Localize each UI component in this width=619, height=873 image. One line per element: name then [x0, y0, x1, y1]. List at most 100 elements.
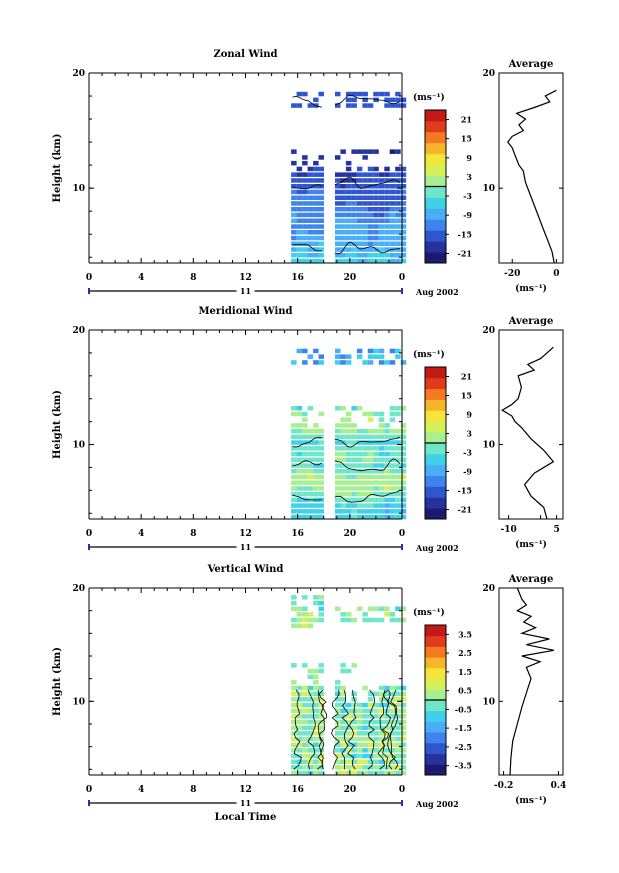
heatmap-cell — [362, 759, 368, 764]
heatmap-cell — [340, 612, 346, 617]
heatmap-cell — [340, 457, 346, 462]
contour-line — [390, 689, 399, 770]
heatmap-cell — [356, 457, 363, 462]
profile-line — [509, 587, 555, 776]
heatmap-cell — [302, 742, 308, 747]
heatmap-cell — [373, 230, 379, 235]
heatmap-cell — [373, 742, 379, 747]
colorbar-tick-label: 9 — [466, 153, 472, 163]
heatmap-cell — [367, 258, 374, 264]
heatmap-cell — [384, 451, 390, 457]
heatmap-cell — [378, 440, 385, 445]
heatmap-cell — [400, 434, 407, 440]
heatmap-cell — [296, 241, 303, 246]
heatmap-cell — [345, 207, 352, 212]
heatmap-cell — [313, 207, 319, 212]
heatmap-cell — [373, 97, 379, 103]
heatmap-cell — [400, 166, 407, 172]
heatmap-cell — [302, 708, 308, 713]
heatmap-cell — [378, 360, 385, 365]
heatmap-cell — [378, 253, 385, 258]
heatmap-cell — [335, 770, 341, 776]
heatmap-cell — [384, 714, 390, 719]
heatmap-cell — [362, 235, 368, 241]
y-tick-label: 20 — [72, 69, 85, 79]
heatmap-cell — [351, 759, 357, 764]
heatmap-cell — [351, 714, 357, 719]
heatmap-cell — [302, 348, 308, 354]
heatmap-cell — [384, 691, 390, 696]
profile-unit: (ms⁻¹) — [515, 283, 547, 294]
heatmap-cell — [362, 258, 368, 264]
heatmap-cell — [345, 514, 352, 520]
heatmap-cell — [291, 725, 297, 730]
heatmap-cell — [313, 469, 319, 474]
heatmap-cell — [373, 725, 379, 730]
heatmap-cell — [395, 440, 401, 445]
colorbar-tick-label: -3 — [463, 448, 472, 458]
heatmap-cell — [356, 708, 363, 713]
heatmap-cell — [395, 258, 401, 264]
heatmap-cell — [291, 719, 297, 725]
heatmap-cell — [362, 360, 368, 365]
heatmap-cell — [367, 348, 374, 354]
x-tick-label: 12 — [239, 785, 252, 795]
heatmap-cell — [400, 474, 407, 480]
heatmap-cell — [351, 514, 357, 520]
colorbar-tick-label: -1.5 — [455, 723, 472, 733]
heatmap-cell — [351, 184, 357, 189]
heatmap-cell — [307, 719, 314, 725]
heatmap-cell — [296, 463, 303, 468]
heatmap-cell — [395, 474, 401, 480]
heatmap-cell — [356, 178, 363, 183]
heatmap-cell — [302, 434, 308, 440]
heatmap-cell — [373, 480, 379, 485]
heatmap-cell — [389, 503, 396, 508]
colorbar-segment — [425, 625, 446, 637]
heatmap-cell — [389, 406, 396, 411]
heatmap-cell — [367, 446, 374, 451]
profile-y-tick-label: 20 — [482, 584, 495, 594]
heatmap-cell — [345, 753, 352, 759]
panel-zonal: Zonal Wind 20 10 Height (km) 0 4 8 12 16 20 0 11 Aug… — [52, 49, 564, 297]
heatmap-cell — [313, 230, 319, 235]
heatmap-cell — [384, 440, 390, 445]
x-tick-label: 4 — [138, 785, 144, 795]
heatmap-cell — [307, 201, 314, 206]
heatmap-cell — [302, 509, 308, 514]
heatmap-cell — [378, 770, 385, 776]
heatmap-cell — [400, 759, 407, 764]
heatmap-cell — [378, 708, 385, 713]
heatmap-cell — [296, 697, 303, 702]
heatmap-cell — [296, 411, 303, 417]
heatmap-cell — [313, 600, 319, 606]
heatmap-cell — [378, 428, 385, 434]
heatmap-cell — [318, 354, 324, 359]
heatmap-cell — [302, 770, 308, 776]
heatmap-cell — [313, 172, 319, 177]
profile-unit: (ms⁻¹) — [515, 795, 547, 806]
colorbar-segment — [425, 175, 446, 187]
heatmap-cell — [395, 207, 401, 212]
colorbar-segment — [425, 508, 446, 520]
heatmap-cell — [356, 469, 363, 474]
heatmap-cell — [291, 440, 297, 445]
heatmap-cell — [307, 708, 314, 713]
heatmap-cell — [395, 514, 401, 520]
heatmap-cell — [389, 708, 396, 713]
heatmap-cell — [313, 212, 319, 218]
heatmap-cell — [291, 480, 297, 485]
heatmap-cell — [291, 514, 297, 520]
heatmap-cell — [318, 595, 324, 600]
colorbar-segment — [425, 657, 446, 669]
heatmap-cell — [291, 360, 297, 365]
heatmap-cell — [345, 736, 352, 742]
heatmap-cell — [389, 486, 396, 491]
heatmap-cell — [351, 503, 357, 508]
heatmap-cell — [400, 509, 407, 514]
colorbar-segment — [425, 475, 446, 487]
colorbar-segment — [425, 721, 446, 733]
heatmap-cell — [367, 457, 374, 462]
heatmap-cell — [291, 623, 297, 628]
heatmap-cell — [345, 770, 352, 776]
